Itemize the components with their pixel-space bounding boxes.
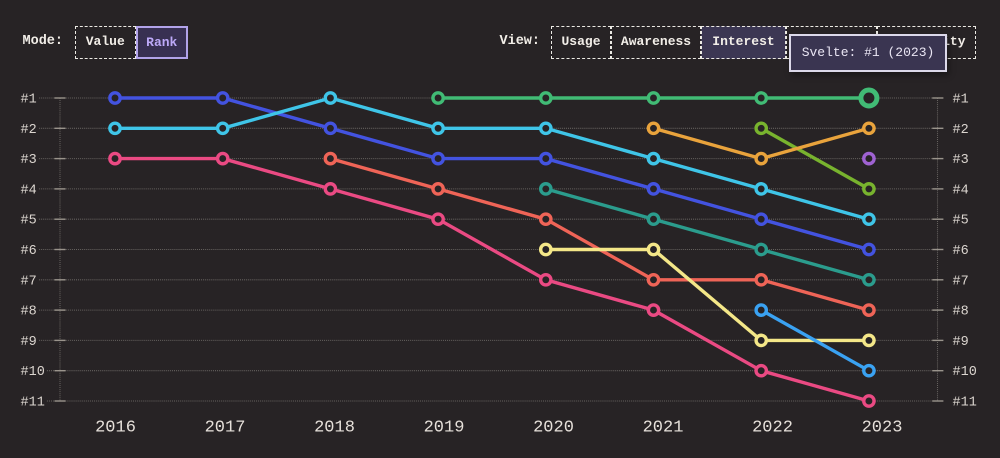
svg-text:#11: #11 xyxy=(953,396,977,411)
svg-text:2018: 2018 xyxy=(314,419,355,438)
svg-text:#6: #6 xyxy=(953,244,969,259)
svg-text:#4: #4 xyxy=(21,183,37,198)
svg-text:#8: #8 xyxy=(953,305,969,320)
svg-text:#9: #9 xyxy=(21,335,37,350)
svg-text:#3: #3 xyxy=(21,153,37,168)
svg-text:#10: #10 xyxy=(953,365,977,380)
svg-text:#4: #4 xyxy=(953,183,969,198)
svg-text:2019: 2019 xyxy=(424,419,465,438)
svg-text:2016: 2016 xyxy=(95,419,136,438)
svg-text:#9: #9 xyxy=(953,335,969,350)
svg-text:2017: 2017 xyxy=(205,419,246,438)
svg-text:#7: #7 xyxy=(953,274,969,289)
svg-text:2020: 2020 xyxy=(533,419,574,438)
svg-text:#8: #8 xyxy=(21,305,37,320)
svg-text:#1: #1 xyxy=(21,93,37,108)
svg-text:#5: #5 xyxy=(21,214,37,229)
svg-text:2021: 2021 xyxy=(643,419,684,438)
svg-text:#1: #1 xyxy=(953,93,969,108)
svg-text:#7: #7 xyxy=(21,274,37,289)
svg-text:2022: 2022 xyxy=(752,419,793,438)
svg-text:#2: #2 xyxy=(21,123,37,138)
svg-text:2023: 2023 xyxy=(862,419,903,438)
svg-text:#5: #5 xyxy=(953,214,969,229)
svg-text:#2: #2 xyxy=(953,123,969,138)
svg-text:#11: #11 xyxy=(21,396,45,411)
svg-text:#6: #6 xyxy=(21,244,37,259)
svg-text:#3: #3 xyxy=(953,153,969,168)
svg-text:#10: #10 xyxy=(21,365,45,380)
